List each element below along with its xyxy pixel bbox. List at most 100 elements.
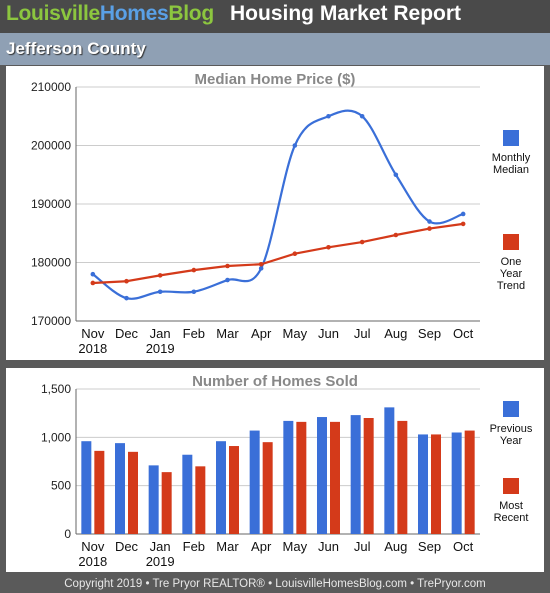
chart-title: Number of Homes Sold [192, 373, 358, 390]
bar [161, 472, 172, 534]
bar [148, 465, 159, 534]
bar [317, 417, 327, 534]
data-point [427, 226, 432, 231]
x-tick-label: Nov [81, 539, 105, 554]
bar [350, 415, 361, 534]
x-tick-label: Jun [318, 326, 339, 341]
x-tick-label: Jan [150, 539, 171, 554]
bar [464, 430, 475, 534]
bar [431, 434, 441, 534]
data-point [326, 113, 331, 119]
x-tick-label: Mar [216, 326, 239, 341]
legend-swatch [503, 234, 519, 250]
bar [451, 432, 462, 534]
x-tick-label: May [283, 326, 308, 341]
x-tick-label: Aug [384, 326, 407, 341]
x-tick-label: Apr [251, 539, 272, 554]
data-point [326, 244, 331, 250]
brand-part-3: Blog [168, 2, 214, 25]
legend-swatch [503, 478, 519, 494]
x-tick-label: Jul [354, 539, 371, 554]
legend-swatch [503, 130, 519, 146]
data-point [258, 261, 264, 267]
y-tick-label: 1,500 [41, 382, 71, 396]
data-point [124, 295, 129, 301]
chart-title: Median Home Price ($) [195, 71, 356, 88]
brand-logo: LouisvilleHomesBlog [6, 2, 214, 26]
x-tick-label: Oct [453, 539, 474, 554]
bar [296, 421, 307, 534]
x-tick-label: Sep [418, 326, 441, 341]
data-point [191, 267, 197, 273]
price-chart-panel: Median Home Price ($) 170000 180000 190000… [6, 66, 544, 360]
x-tick-label: Jun [318, 539, 339, 554]
data-point [90, 280, 96, 286]
x-year-label: 2018 [78, 554, 107, 569]
data-point [393, 172, 399, 178]
bar [397, 420, 408, 534]
y-tick-label: 210000 [31, 80, 71, 94]
bar [81, 441, 92, 534]
header-bar: LouisvilleHomesBlog Housing Market Repor… [0, 0, 550, 33]
brand-part-1: Louisville [6, 2, 100, 25]
legend-label: Most [499, 500, 523, 512]
bar [128, 451, 138, 534]
bar [384, 407, 395, 534]
price-chart: Median Home Price ($) 170000 180000 190000… [31, 71, 531, 356]
y-tick-label: 180000 [31, 256, 71, 270]
bar [229, 446, 239, 534]
bar [94, 450, 105, 534]
data-point [191, 289, 197, 295]
series-line [92, 109, 464, 300]
data-point [460, 211, 466, 217]
bar [283, 420, 294, 534]
data-point [460, 221, 466, 227]
data-point [393, 232, 399, 238]
x-tick-label: Jan [150, 326, 171, 341]
legend-label: Median [493, 164, 529, 176]
x-tick-label: Jul [354, 326, 371, 341]
x-tick-label: Aug [384, 539, 407, 554]
x-tick-label: Nov [81, 326, 105, 341]
county-label: Jefferson County [6, 39, 146, 58]
data-point [258, 266, 264, 271]
bar [363, 418, 374, 534]
legend-label: Year [500, 268, 523, 280]
sold-chart-panel: Number of Homes Sold 0 500 1,000 1,500 Nov 20… [6, 368, 544, 572]
legend-label: Monthly [492, 152, 531, 164]
data-point [359, 239, 365, 245]
data-point [90, 271, 96, 277]
y-tick-label: 200000 [31, 139, 71, 153]
x-tick-label: May [283, 539, 308, 554]
data-point [225, 263, 230, 269]
data-point [225, 277, 230, 283]
x-year-label: 2018 [78, 341, 107, 356]
data-point [427, 219, 432, 224]
x-tick-label: Mar [216, 539, 239, 554]
x-year-label: 2019 [146, 554, 175, 569]
legend-label: Trend [497, 280, 525, 292]
report-title: Housing Market Report [230, 2, 462, 25]
data-point [124, 278, 129, 284]
legend-swatch [503, 401, 519, 417]
footer: Copyright 2019 • Tre Pryor REALTOR® • Lo… [64, 578, 486, 590]
data-point [157, 289, 163, 295]
x-tick-label: Dec [115, 326, 139, 341]
data-point [157, 273, 163, 278]
bar [262, 442, 273, 534]
y-tick-label: 500 [51, 479, 71, 493]
data-point [359, 113, 365, 119]
x-tick-label: Apr [251, 326, 272, 341]
bar [418, 434, 428, 534]
legend-label: Year [500, 435, 523, 447]
x-tick-label: Dec [115, 539, 139, 554]
x-tick-label: Feb [183, 326, 205, 341]
series-line [92, 222, 464, 285]
legend-label: Previous [490, 423, 533, 435]
legend-label: One [501, 256, 522, 268]
x-tick-label: Feb [183, 539, 205, 554]
bar [182, 454, 193, 534]
data-point [292, 251, 298, 257]
county-bar: Jefferson County [0, 33, 550, 65]
